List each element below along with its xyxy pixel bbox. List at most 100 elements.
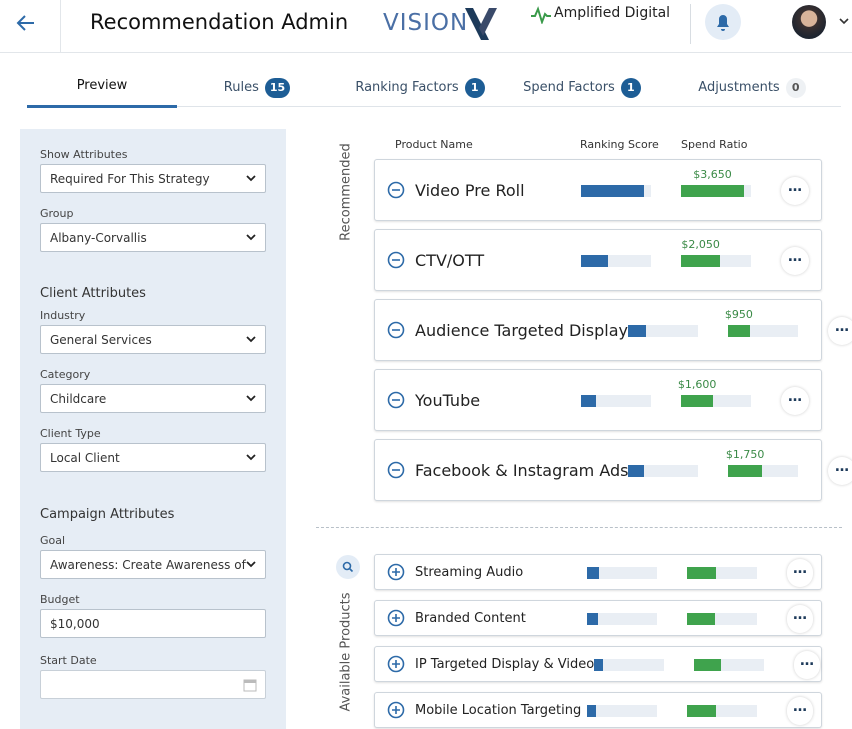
back-button[interactable] [14, 12, 38, 34]
avatar[interactable] [792, 5, 826, 39]
spend-amount: $950 [724, 308, 753, 321]
product-card[interactable]: Facebook & Instagram Ads $1,750… [374, 439, 852, 501]
ranking-track [581, 255, 651, 267]
field-label: Show Attributes [40, 148, 128, 161]
spend-amount: $2,050 [681, 238, 720, 251]
ranking-bar [581, 255, 608, 267]
field-label: Group [40, 207, 74, 220]
remove-button[interactable] [387, 321, 405, 343]
select-field[interactable] [40, 670, 266, 699]
field-label: Industry [40, 309, 86, 322]
more-actions[interactable]: … [794, 651, 820, 679]
add-button[interactable] [387, 609, 405, 631]
spend-track [681, 395, 751, 407]
ranking-bar [581, 395, 596, 407]
spend-track [728, 325, 798, 337]
product-card[interactable]: Audience Targeted Display $950… [374, 299, 852, 361]
ranking-bar [587, 705, 597, 717]
tab[interactable]: Adjustments 0 [662, 78, 842, 108]
tab-count: 15 [264, 78, 291, 98]
ranking-track [587, 705, 657, 717]
remove-button[interactable] [387, 251, 405, 273]
section-title: Client Attributes [40, 286, 146, 301]
product-card[interactable]: IP Targeted Display & Video… [374, 646, 822, 682]
spend-track [681, 255, 751, 267]
product-card[interactable]: Video Pre Roll $3,650… [374, 159, 822, 221]
ranking-bar [587, 567, 599, 579]
more-actions[interactable]: … [781, 247, 809, 275]
tab-label: Adjustments [698, 80, 780, 95]
select-field[interactable]: Albany-Corvallis [40, 223, 266, 252]
spend-track [728, 465, 798, 477]
brand-name: Amplified Digital [554, 5, 671, 21]
product-card[interactable]: Branded Content … [374, 600, 822, 636]
add-button[interactable] [387, 563, 405, 585]
more-actions[interactable]: … [787, 605, 813, 633]
section-label: Recommended [338, 143, 354, 241]
more-actions[interactable]: … [787, 697, 813, 725]
account-menu[interactable] [838, 17, 850, 27]
select-field[interactable]: Required For This Strategy [40, 164, 266, 193]
notifications[interactable] [705, 4, 741, 40]
select-field[interactable]: Awareness: Create Awareness of Brand [40, 550, 266, 579]
ranking-bar [628, 325, 647, 337]
ranking-track [587, 613, 657, 625]
spend-bar [687, 567, 716, 579]
more-actions[interactable]: … [828, 317, 852, 345]
select-field[interactable]: General Services [40, 325, 266, 354]
tab[interactable]: Ranking Factors 1 [340, 78, 500, 108]
tab-count: 1 [464, 78, 485, 98]
spend-track [687, 705, 757, 717]
field-value: Childcare [50, 392, 107, 406]
field-label: Category [40, 368, 91, 381]
spend-bar [687, 705, 716, 717]
spend-amount: $1,600 [677, 378, 717, 391]
field-value: Awareness: Create Awareness of Brand [50, 558, 246, 572]
product-card[interactable]: CTV/OTT $2,050 … [374, 229, 822, 291]
header: Recommendation Admin VISION Amplified Di… [0, 0, 852, 53]
spend-bar [681, 185, 744, 197]
product-card[interactable]: Streaming Audio … [374, 554, 822, 590]
filters-panel: Show Attributes Required For This Strateg… [20, 129, 286, 729]
ranking-track [581, 185, 651, 197]
more-actions[interactable]: … [781, 387, 809, 415]
add-button[interactable] [387, 655, 405, 677]
product-name: CTV/OTT [415, 250, 485, 270]
spend-amount: $1,750 [725, 448, 765, 461]
field-value: $10,000 [50, 617, 100, 631]
field-value: Local Client [50, 451, 120, 465]
ranking-bar [581, 185, 644, 197]
spend-bar [728, 465, 763, 477]
ranking-bar [594, 659, 604, 671]
tab-label: Rules [223, 80, 259, 95]
field-value: Required For This Strategy [50, 172, 210, 186]
ranking-track [628, 325, 698, 337]
spend-track [687, 567, 757, 579]
product-name: Branded Content [415, 610, 526, 626]
tab[interactable]: Spend Factors 1 [502, 78, 662, 108]
tab[interactable]: Rules 15 [177, 78, 337, 108]
tab[interactable]: Preview [27, 78, 177, 108]
divider [316, 527, 842, 528]
select-field[interactable]: Local Client [40, 443, 266, 472]
spend-bar [728, 325, 750, 337]
tab-label: Preview [76, 78, 128, 93]
search-button[interactable] [336, 555, 360, 579]
active-tab-indicator [27, 105, 177, 108]
select-field[interactable]: Childcare [40, 384, 266, 413]
select-field[interactable]: $10,000 [40, 609, 266, 638]
tab-label: Ranking Factors [355, 80, 459, 95]
product-card[interactable]: YouTube $1,600… [374, 369, 822, 431]
more-actions[interactable]: … [828, 457, 852, 485]
remove-button[interactable] [387, 391, 405, 413]
brand-icon [531, 6, 551, 24]
remove-button[interactable] [387, 461, 405, 483]
remove-button[interactable] [387, 181, 405, 203]
spend-track [687, 613, 757, 625]
product-card[interactable]: Mobile Location Targeting… [374, 692, 822, 728]
more-actions[interactable]: … [787, 559, 813, 587]
add-button[interactable] [387, 701, 405, 723]
spend-track [681, 185, 751, 197]
product-name: Streaming Audio [415, 564, 524, 580]
more-actions[interactable]: … [781, 177, 809, 205]
